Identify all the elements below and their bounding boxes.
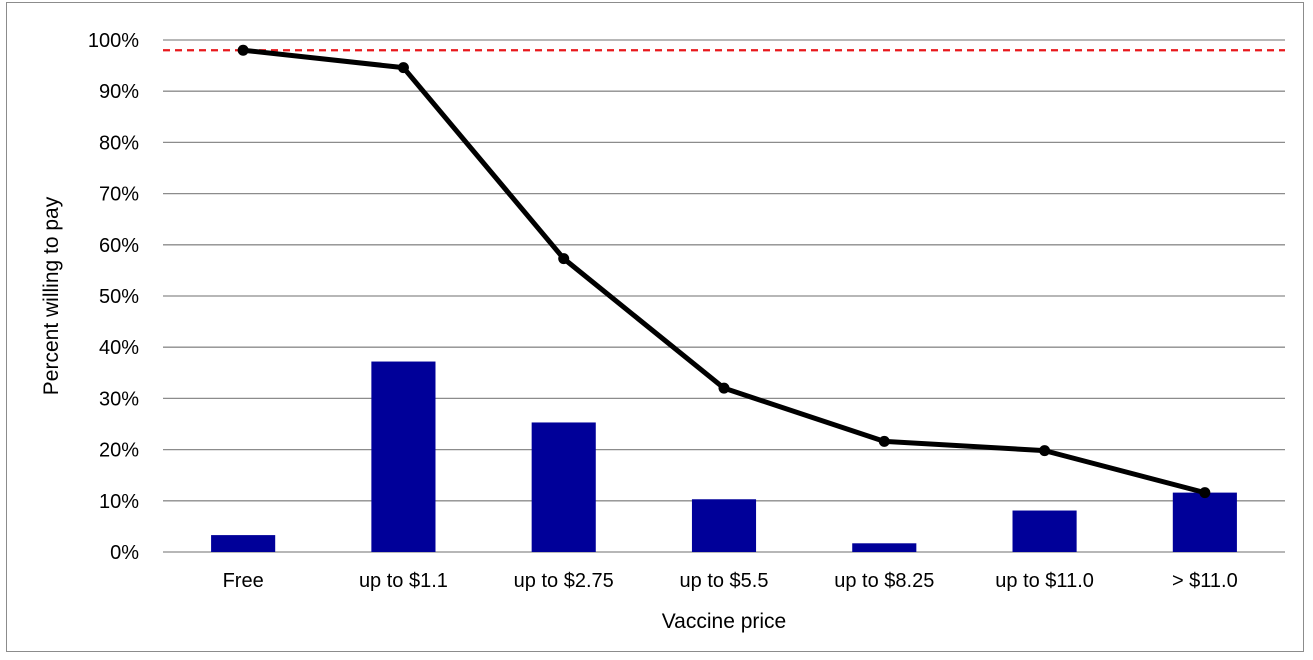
line-point (397, 62, 409, 74)
x-tick-label: > $11.0 (1172, 570, 1238, 592)
bar (691, 499, 757, 552)
bar (211, 535, 276, 552)
x-tick-label: Free (223, 570, 264, 592)
line-point (878, 435, 890, 447)
y-tick-label: 100% (88, 30, 139, 52)
y-tick-label: 10% (99, 491, 139, 513)
y-tick-label: 20% (99, 440, 139, 462)
bars (211, 361, 1237, 552)
bar (1172, 492, 1237, 552)
x-tick-label: up to $2.75 (514, 570, 614, 592)
line-point (1199, 487, 1211, 499)
x-tick-label: up to $11.0 (995, 570, 1094, 592)
line-point (558, 253, 570, 265)
willingness-line-layer (237, 44, 1211, 499)
y-tick-label: 70% (99, 184, 139, 206)
y-tick-label: 80% (99, 132, 139, 154)
bar (852, 543, 917, 552)
y-tick-label: 30% (99, 388, 139, 410)
y-tick-label: 60% (99, 235, 139, 257)
y-axis-title: Percent willing to pay (40, 196, 63, 395)
x-tick-label: up to $8.25 (834, 570, 934, 592)
y-tick-label: 40% (99, 337, 139, 359)
bar (1012, 510, 1077, 552)
y-tick-labels: 0% 10% 20% 30% 40% 50% 60% 70% 80% 90% 100% (88, 30, 139, 564)
y-tick-label: 90% (99, 81, 139, 103)
x-tick-labels: Free up to $1.1 up to $2.75 up to $5.5 up to… (223, 570, 1238, 592)
line-point (718, 382, 730, 394)
line-point (1039, 445, 1051, 457)
y-tick-label: 50% (99, 286, 139, 308)
x-tick-label: up to $5.5 (680, 570, 769, 592)
bar (531, 422, 596, 552)
line-point (237, 44, 249, 56)
bar (371, 361, 436, 552)
x-axis-title: Vaccine price (662, 610, 787, 633)
y-tick-label: 0% (110, 542, 139, 564)
gridlines (163, 39, 1285, 553)
x-tick-label: up to $1.1 (359, 570, 448, 592)
